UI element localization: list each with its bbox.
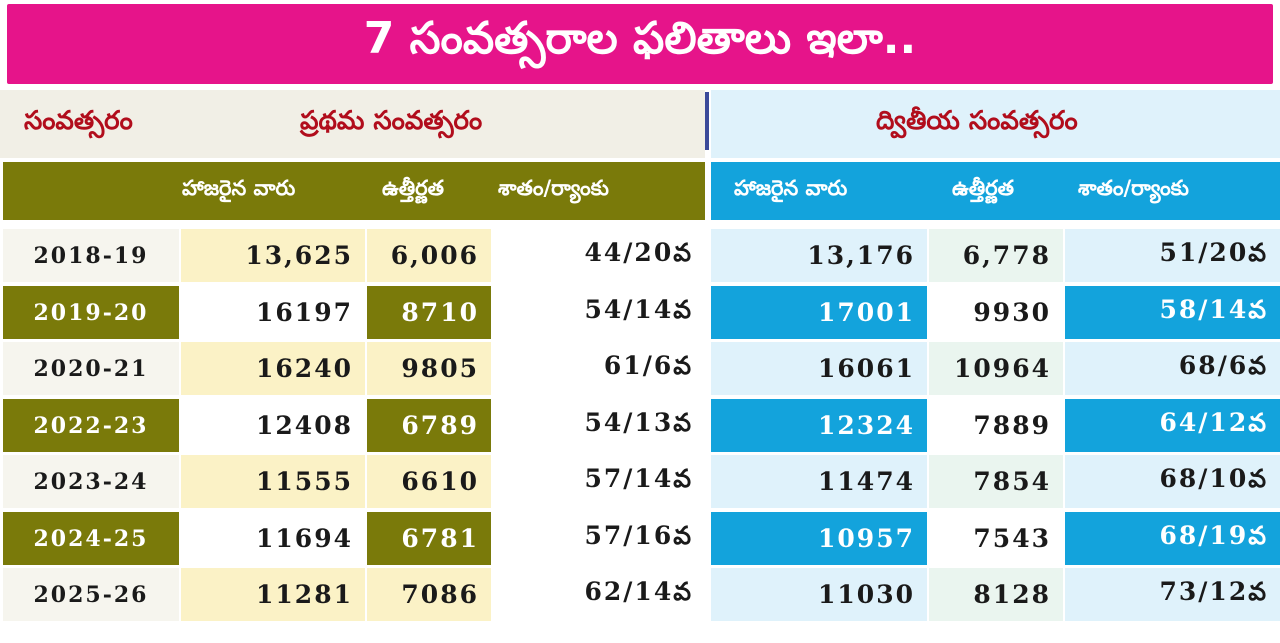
- year-cell: 2018-19: [3, 229, 179, 282]
- first-passed-cell: 8710: [367, 286, 491, 339]
- first-appeared-cell: 12408: [181, 399, 365, 452]
- first-appeared-cell: 11281: [181, 568, 365, 621]
- year-cell: 2023-24: [3, 455, 179, 508]
- first-appeared-cell: 11694: [181, 512, 365, 565]
- second-passed-cell: 7543: [929, 512, 1063, 565]
- second-percent-rank-cell: 68/10వ: [1065, 455, 1280, 508]
- year-cell: 2025-26: [3, 568, 179, 621]
- first-passed-header: ఉత్తీర్ణత: [382, 176, 444, 200]
- year-cell: 2022-23: [3, 399, 179, 452]
- first-passed-cell: 9805: [367, 342, 491, 395]
- first-percent-rank-cell: 61/6వ: [493, 342, 705, 395]
- second-percent-rank-cell: 73/12వ: [1065, 568, 1280, 621]
- second-percent-rank-cell: 68/6వ: [1065, 342, 1280, 395]
- first-percent-rank-cell: 57/14వ: [493, 455, 705, 508]
- second-appeared-cell: 10957: [711, 512, 927, 565]
- second-appeared-cell: 12324: [711, 399, 927, 452]
- first-percent-rank-header: శాతం/ర్యాంకు: [498, 176, 609, 200]
- first-percent-rank-cell: 57/16వ: [493, 512, 705, 565]
- second-passed-cell: 9930: [929, 286, 1063, 339]
- second-passed-cell: 7889: [929, 399, 1063, 452]
- first-appeared-header: హాజరైన వారు: [182, 176, 296, 200]
- first-passed-cell: 6789: [367, 399, 491, 452]
- year-cell: 2019-20: [3, 286, 179, 339]
- first-appeared-cell: 11555: [181, 455, 365, 508]
- first-passed-cell: 6610: [367, 455, 491, 508]
- second-year-group-title: ద్వితీయ సంవత్సరం: [876, 106, 1078, 136]
- first-year-subheader-band: [3, 162, 705, 220]
- first-passed-cell: 6781: [367, 512, 491, 565]
- group-gap: [705, 226, 711, 643]
- first-passed-cell: 6,006: [367, 229, 491, 282]
- second-appeared-header: హాజరైన వారు: [734, 176, 848, 200]
- group-divider: [705, 92, 709, 150]
- second-appeared-cell: 11474: [711, 455, 927, 508]
- table-title: 7 సంవత్సరాల ఫలితాలు ఇలా..: [7, 4, 1273, 84]
- first-passed-cell: 7086: [367, 568, 491, 621]
- first-percent-rank-cell: 54/14వ: [493, 286, 705, 339]
- first-year-group-title: ప్రథమ సంవత్సరం: [300, 106, 483, 136]
- second-year-header-band: [711, 90, 1280, 158]
- second-percent-rank-cell: 58/14వ: [1065, 286, 1280, 339]
- first-appeared-cell: 16197: [181, 286, 365, 339]
- second-percent-rank-header: శాతం/ర్యాంకు: [1078, 176, 1189, 200]
- first-percent-rank-cell: 54/13వ: [493, 399, 705, 452]
- second-percent-rank-cell: 64/12వ: [1065, 399, 1280, 452]
- second-passed-cell: 7854: [929, 455, 1063, 508]
- second-appeared-cell: 13,176: [711, 229, 927, 282]
- second-year-subheader-band: [711, 162, 1280, 220]
- year-cell: 2020-21: [3, 342, 179, 395]
- second-appeared-cell: 11030: [711, 568, 927, 621]
- second-appeared-cell: 17001: [711, 286, 927, 339]
- second-appeared-cell: 16061: [711, 342, 927, 395]
- first-percent-rank-cell: 44/20వ: [493, 229, 705, 282]
- second-percent-rank-cell: 51/20వ: [1065, 229, 1280, 282]
- second-passed-cell: 6,778: [929, 229, 1063, 282]
- second-percent-rank-cell: 68/19వ: [1065, 512, 1280, 565]
- year-cell: 2024-25: [3, 512, 179, 565]
- second-passed-cell: 8128: [929, 568, 1063, 621]
- year-column-header: సంవత్సరం: [24, 106, 133, 136]
- first-year-header-band: [0, 90, 705, 158]
- first-appeared-cell: 13,625: [181, 229, 365, 282]
- first-appeared-cell: 16240: [181, 342, 365, 395]
- second-passed-header: ఉత్తీర్ణత: [952, 176, 1014, 200]
- first-percent-rank-cell: 62/14వ: [493, 568, 705, 621]
- second-passed-cell: 10964: [929, 342, 1063, 395]
